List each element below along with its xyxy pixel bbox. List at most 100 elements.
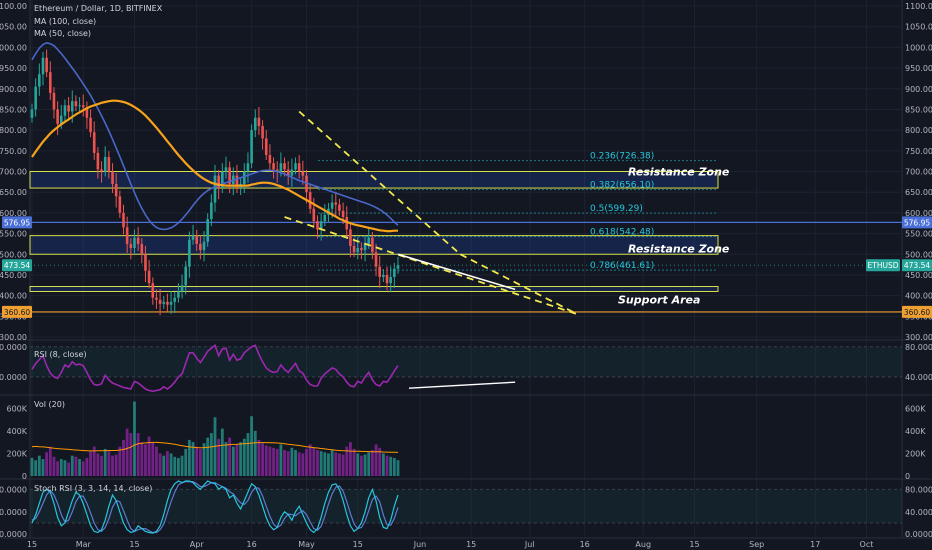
- candle-body[interactable]: [111, 171, 114, 184]
- candle-body[interactable]: [257, 117, 261, 126]
- candle-body[interactable]: [103, 157, 107, 172]
- candle-body[interactable]: [195, 235, 198, 244]
- candle-body[interactable]: [114, 183, 118, 197]
- candle-body[interactable]: [184, 266, 188, 286]
- candle-body[interactable]: [202, 241, 206, 251]
- candle-body[interactable]: [290, 169, 294, 176]
- candle-body[interactable]: [330, 202, 334, 209]
- candle-body[interactable]: [301, 171, 305, 176]
- candle-body[interactable]: [268, 154, 272, 164]
- candle-body[interactable]: [118, 196, 122, 213]
- candle-body[interactable]: [30, 109, 34, 118]
- candle-body[interactable]: [177, 291, 180, 298]
- candle-body[interactable]: [352, 245, 356, 253]
- candle-body[interactable]: [308, 192, 312, 209]
- candle-body[interactable]: [38, 74, 41, 87]
- candle-body[interactable]: [56, 109, 59, 124]
- candle-body[interactable]: [52, 92, 56, 110]
- candle-body[interactable]: [151, 283, 155, 298]
- candle-body[interactable]: [279, 163, 283, 172]
- candle-body[interactable]: [144, 254, 147, 271]
- volume-pane[interactable]: [30, 401, 400, 476]
- candle-body[interactable]: [283, 163, 286, 170]
- candle-body[interactable]: [286, 169, 290, 176]
- candle-body[interactable]: [294, 163, 297, 170]
- candle-body[interactable]: [89, 117, 92, 133]
- candle-body[interactable]: [169, 301, 173, 305]
- candle-body[interactable]: [297, 163, 301, 172]
- candle-body[interactable]: [191, 235, 195, 240]
- candle-body[interactable]: [242, 171, 246, 184]
- candle-body[interactable]: [224, 167, 228, 172]
- candle-body[interactable]: [378, 266, 381, 278]
- candle-body[interactable]: [221, 171, 224, 189]
- candle-body[interactable]: [125, 227, 129, 244]
- candle-body[interactable]: [59, 115, 63, 124]
- candle-body[interactable]: [393, 268, 396, 278]
- candle-body[interactable]: [70, 101, 74, 112]
- time-axis[interactable]: 15 Mar 15 Apr 16 May 15 Jun 15 Jul 16 Aug 15 Sep 17 Oct: [27, 540, 873, 549]
- price-axis[interactable]: 1100.00 1100.00 1050.00 1050.00 1000.00 1000.…: [0, 2, 932, 539]
- candle-body[interactable]: [345, 217, 349, 230]
- candle-body[interactable]: [338, 204, 341, 211]
- candle-body[interactable]: [81, 105, 85, 108]
- candle-body[interactable]: [162, 301, 166, 304]
- candle-body[interactable]: [136, 237, 140, 244]
- candle-body[interactable]: [275, 169, 279, 172]
- candle-body[interactable]: [85, 107, 89, 118]
- candle-body[interactable]: [356, 248, 360, 253]
- candle-body[interactable]: [155, 297, 158, 300]
- candle-body[interactable]: [363, 243, 367, 251]
- candle-body[interactable]: [246, 163, 250, 172]
- candle-body[interactable]: [122, 212, 125, 228]
- candle-body[interactable]: [228, 167, 231, 184]
- candle-body[interactable]: [210, 202, 213, 220]
- candle-body[interactable]: [45, 57, 48, 73]
- candle-body[interactable]: [107, 157, 111, 172]
- candle-body[interactable]: [235, 175, 239, 189]
- candle-body[interactable]: [188, 239, 191, 267]
- candle-body[interactable]: [166, 301, 169, 305]
- candle-body[interactable]: [334, 202, 338, 205]
- candle-body[interactable]: [100, 169, 103, 172]
- candle-body[interactable]: [133, 237, 136, 249]
- candle-body[interactable]: [96, 152, 100, 170]
- candle-body[interactable]: [341, 210, 345, 218]
- candle-body[interactable]: [206, 219, 209, 242]
- candle-body[interactable]: [41, 57, 45, 75]
- candle-body[interactable]: [173, 297, 177, 302]
- candle-body[interactable]: [217, 175, 220, 189]
- candle-body[interactable]: [140, 243, 144, 255]
- candle-body[interactable]: [63, 105, 67, 116]
- candle-body[interactable]: [199, 243, 202, 251]
- candle-body[interactable]: [49, 72, 52, 93]
- candle-body[interactable]: [92, 132, 96, 153]
- candle-body[interactable]: [396, 265, 400, 269]
- candle-body[interactable]: [158, 299, 162, 304]
- candle-body[interactable]: [253, 117, 257, 131]
- stoch-rsi-pane[interactable]: [30, 480, 902, 534]
- candle-body[interactable]: [312, 208, 316, 222]
- candle-body[interactable]: [34, 86, 37, 110]
- candle-body[interactable]: [67, 105, 70, 112]
- candle-body[interactable]: [316, 221, 319, 230]
- candle-body[interactable]: [147, 270, 151, 284]
- candle-body[interactable]: [374, 252, 378, 267]
- candle-body[interactable]: [371, 237, 374, 253]
- candle-body[interactable]: [180, 285, 184, 292]
- candle-body[interactable]: [382, 274, 385, 278]
- candle-body[interactable]: [129, 243, 133, 249]
- candle-body[interactable]: [319, 221, 323, 230]
- rsi-pane[interactable]: [30, 343, 902, 393]
- candle-body[interactable]: [250, 130, 253, 164]
- candle-body[interactable]: [323, 214, 327, 222]
- candle-body[interactable]: [385, 274, 389, 284]
- candle-body[interactable]: [74, 101, 78, 107]
- candle-body[interactable]: [349, 229, 352, 246]
- candle-body[interactable]: [264, 138, 268, 155]
- candle-body[interactable]: [360, 248, 363, 251]
- candle-body[interactable]: [261, 125, 264, 139]
- candle-body[interactable]: [367, 237, 371, 244]
- candle-body[interactable]: [78, 105, 81, 107]
